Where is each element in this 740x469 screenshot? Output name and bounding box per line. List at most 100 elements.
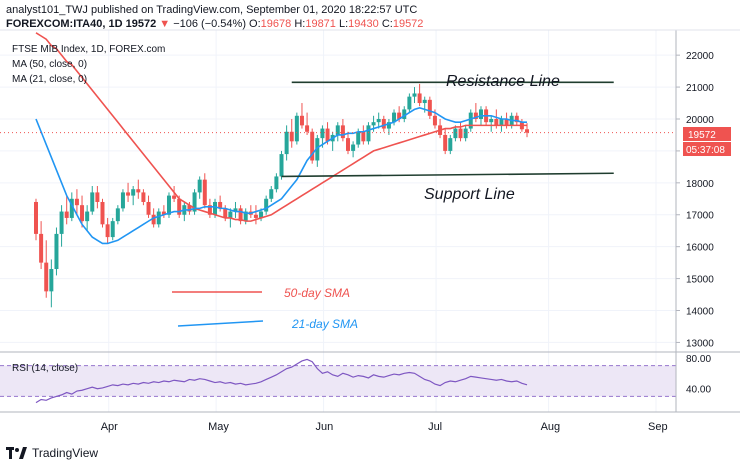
candle-body	[85, 211, 90, 222]
x-tick-label: Apr	[101, 421, 118, 433]
price-badge-text: 19572	[688, 130, 716, 141]
candle-body	[39, 233, 44, 263]
time-badge-text: 05:37:08	[686, 145, 725, 156]
candle-body	[187, 205, 192, 212]
candle-body	[432, 115, 437, 126]
candle-body	[264, 198, 269, 212]
candle-body	[213, 201, 218, 215]
tradingview-logo-icon	[6, 447, 28, 459]
candle-body	[289, 131, 294, 142]
candle-body	[64, 211, 69, 218]
candle-body	[233, 208, 238, 212]
candle-body	[407, 96, 412, 110]
y-tick-label: 17000	[686, 211, 714, 222]
x-tick-label: May	[208, 421, 229, 433]
rsi-band	[0, 365, 676, 397]
open-value: 19678	[260, 18, 292, 30]
rsi-label: RSI (14, close)	[12, 363, 78, 374]
candle-body	[525, 129, 530, 133]
y-tick-label: 22000	[686, 51, 714, 62]
candle-body	[427, 99, 432, 116]
candle-body	[294, 115, 299, 142]
candle-body	[463, 128, 468, 139]
brand-name: TradingView	[32, 446, 99, 460]
sma21-key-label: 21-day SMA	[291, 317, 358, 331]
candle-body	[238, 208, 243, 222]
candle-body	[274, 176, 279, 190]
candle-body	[381, 118, 386, 129]
last-price: 19572	[125, 18, 157, 30]
candle-body	[499, 118, 504, 126]
candle-body	[166, 195, 171, 215]
candle-body	[172, 195, 177, 199]
candle-body	[131, 189, 136, 196]
candle-body	[366, 125, 371, 142]
close-label: C:	[381, 18, 393, 30]
candle-body	[356, 131, 361, 145]
candle-body	[376, 118, 381, 123]
y-tick-label: 20000	[686, 115, 714, 126]
resistance-label: Resistance Line	[446, 73, 560, 90]
candle-body	[305, 125, 310, 132]
candle-body	[156, 211, 161, 225]
high-label: H:	[294, 18, 306, 30]
sma50-line	[35, 32, 528, 222]
candle-body	[59, 211, 64, 234]
candle-body	[269, 189, 274, 199]
candle-body	[228, 211, 233, 218]
candle-body	[115, 208, 120, 222]
candle-body	[361, 131, 366, 142]
candle-body	[34, 201, 38, 234]
candle-body	[151, 214, 156, 225]
candle-body	[351, 144, 356, 151]
y-tick-label: 16000	[686, 243, 714, 254]
sma21-key-line	[177, 320, 264, 327]
y-tick-label: 15000	[686, 275, 714, 286]
x-tick-label: Jun	[316, 421, 334, 433]
candle-body	[49, 269, 54, 292]
candle-body	[310, 131, 315, 161]
candle-body	[253, 214, 258, 218]
candle-body	[202, 179, 207, 206]
candle-body	[44, 262, 49, 292]
high-value: 19871	[305, 18, 336, 30]
candle-body	[120, 192, 125, 209]
x-tick-label: Sep	[648, 421, 668, 433]
change-arrow-icon: ▼	[159, 18, 171, 30]
candle-body	[397, 112, 402, 119]
candle-body	[243, 211, 248, 222]
y-tick-label: 13000	[686, 338, 714, 349]
open-label: O:	[249, 18, 261, 30]
candle-body	[95, 192, 100, 202]
candle-body	[494, 118, 499, 126]
candle-body	[448, 138, 453, 151]
candle-body	[417, 93, 422, 104]
rsi-tick-label: 40.00	[686, 385, 711, 396]
candle-body	[279, 154, 284, 177]
candle-body	[299, 115, 304, 126]
support-label: Support Line	[424, 186, 515, 203]
candle-body	[259, 211, 264, 218]
candle-body	[402, 109, 407, 119]
x-tick-label: Jul	[428, 421, 442, 433]
candle-body	[284, 131, 289, 155]
candle-body	[473, 112, 478, 119]
candle-body	[315, 138, 320, 161]
candle-body	[514, 115, 519, 123]
candle-body	[192, 192, 197, 212]
candle-body	[371, 122, 376, 126]
candle-body	[478, 109, 483, 119]
low-value: 19430	[348, 18, 379, 30]
candle-body	[69, 198, 74, 218]
support-line	[281, 172, 614, 178]
candle-body	[468, 112, 473, 129]
candle-body	[110, 221, 115, 238]
candle-body	[422, 99, 427, 104]
time-badge	[683, 142, 731, 156]
y-tick-label: 18000	[686, 179, 714, 190]
price-change: −106 (−0.54%)	[173, 18, 246, 30]
footer: TradingView	[6, 446, 98, 460]
x-tick-label: Aug	[541, 421, 561, 433]
